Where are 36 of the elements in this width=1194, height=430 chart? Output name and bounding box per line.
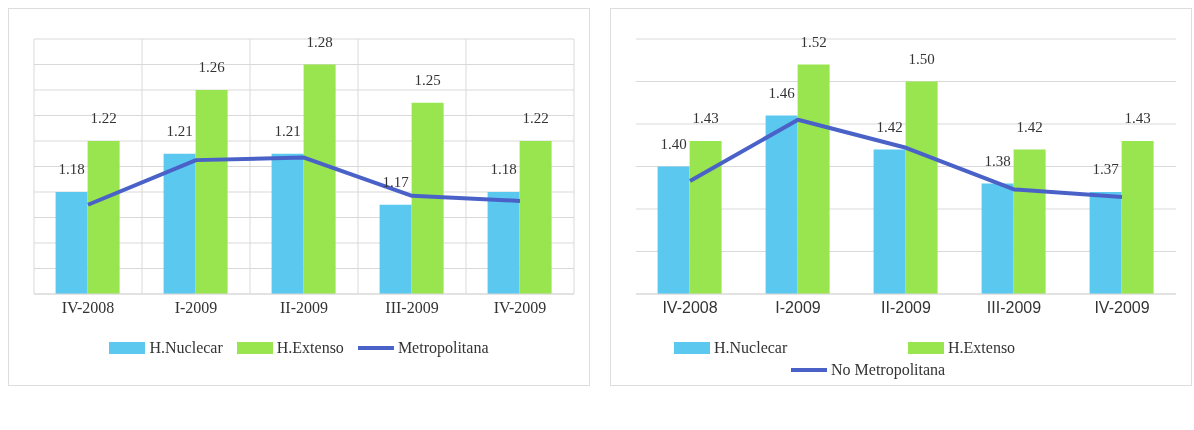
x-tick-label: IV-2008 bbox=[61, 299, 115, 317]
data-label: 1.22 bbox=[522, 110, 549, 126]
x-tick-label: II-2009 bbox=[881, 299, 932, 317]
data-label: 1.22 bbox=[90, 110, 117, 126]
data-label: 1.40 bbox=[660, 135, 687, 152]
data-label: 1.42 bbox=[876, 118, 903, 135]
data-label: 1.18 bbox=[58, 161, 85, 177]
data-label: 1.42 bbox=[1016, 118, 1043, 135]
data-label: 1.28 bbox=[306, 33, 333, 50]
x-tick-label: IV-2009 bbox=[493, 299, 547, 317]
x-tick-label: III-2009 bbox=[986, 299, 1042, 317]
x-tick-label: II-2009 bbox=[280, 299, 328, 317]
data-label: 1.38 bbox=[984, 152, 1011, 169]
data-label: 1.25 bbox=[414, 71, 441, 88]
x-tick-label: I-2009 bbox=[174, 299, 218, 317]
data-label: 1.43 bbox=[1124, 110, 1151, 126]
legend-label: No Metropolitana bbox=[830, 361, 947, 379]
x-tick-label: III-2009 bbox=[385, 299, 439, 317]
data-label: 1.21 bbox=[166, 122, 193, 139]
legend-label: H.Nuclecar bbox=[713, 339, 789, 357]
x-tick-label: I-2009 bbox=[775, 299, 821, 317]
data-label: 1.37 bbox=[1092, 161, 1120, 177]
data-label: 1.18 bbox=[490, 161, 517, 177]
data-label: 1.17 bbox=[382, 173, 410, 190]
x-tick-label: IV-2008 bbox=[662, 299, 718, 317]
data-label: 1.26 bbox=[198, 59, 226, 75]
data-label: 1.46 bbox=[768, 84, 796, 101]
x-tick-label: IV-2009 bbox=[1094, 299, 1150, 317]
legend-label: H.Extenso bbox=[275, 339, 344, 357]
legend-label: H.Nuclecar bbox=[148, 339, 223, 357]
data-label: 1.50 bbox=[908, 50, 935, 67]
data-label: 1.21 bbox=[274, 122, 301, 139]
data-label: 1.43 bbox=[692, 110, 719, 126]
legend-label: Metropolitana bbox=[396, 339, 489, 357]
data-label: 1.52 bbox=[800, 33, 827, 50]
legend-label: H.Extenso bbox=[947, 339, 1017, 357]
